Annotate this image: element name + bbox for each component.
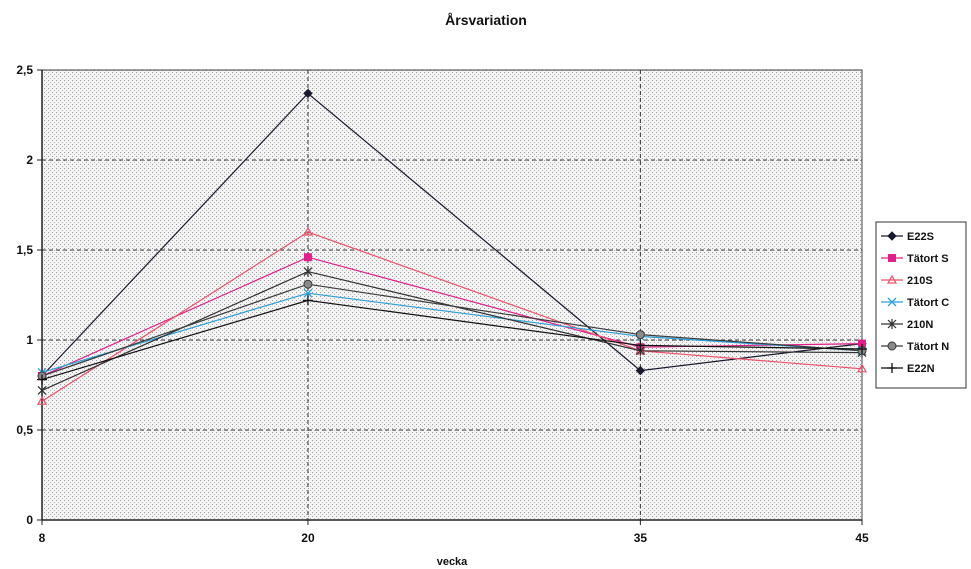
legend-box bbox=[875, 221, 967, 389]
chart-title: Årsvariation bbox=[445, 12, 527, 28]
data-point bbox=[303, 88, 313, 99]
data-point bbox=[37, 385, 47, 396]
legend-marker bbox=[887, 341, 897, 351]
y-tick-label: 2,5 bbox=[16, 63, 33, 77]
data-point bbox=[37, 374, 47, 385]
x-axis-title: vecka bbox=[437, 556, 468, 568]
grid bbox=[42, 69, 862, 520]
series-line bbox=[41, 283, 863, 377]
series-e22n bbox=[37, 295, 867, 385]
series-line bbox=[41, 299, 863, 381]
y-tick-label: 0,5 bbox=[16, 423, 33, 437]
x-tick-label: 45 bbox=[855, 531, 869, 545]
plot-area bbox=[41, 69, 863, 521]
data-point bbox=[857, 344, 867, 354]
series-line bbox=[41, 270, 863, 391]
y-tick-label: 1,5 bbox=[16, 243, 33, 257]
y-tick-label: 2 bbox=[26, 153, 33, 167]
legend-item: E22N bbox=[881, 363, 935, 375]
data-point bbox=[635, 330, 645, 340]
series-line bbox=[41, 92, 863, 377]
legend-marker bbox=[887, 319, 897, 329]
data-point bbox=[36, 395, 48, 405]
data-point bbox=[303, 266, 313, 277]
y-axis-ticks: 0 0,5 1 1,5 2 2,5 bbox=[16, 63, 42, 527]
y-tick-label: 1 bbox=[26, 333, 33, 347]
series-layer bbox=[36, 88, 868, 405]
data-point bbox=[303, 279, 313, 289]
legend-label: E22S bbox=[907, 231, 934, 243]
legend-item: 210N bbox=[881, 319, 933, 331]
legend-label: Tätort N bbox=[907, 341, 949, 353]
x-tick-label: 8 bbox=[39, 531, 46, 545]
series-210s bbox=[36, 226, 868, 405]
legend-marker bbox=[886, 274, 898, 284]
legend-label: E22N bbox=[907, 363, 935, 375]
y-tick-label: 0 bbox=[26, 513, 33, 527]
data-point bbox=[635, 365, 646, 376]
x-tick-label: 20 bbox=[301, 531, 315, 545]
data-point bbox=[858, 339, 866, 348]
legend-marker bbox=[887, 363, 897, 373]
data-point bbox=[635, 340, 646, 351]
legend-item: E22S bbox=[881, 231, 934, 243]
legend: E22S Tätort S 210S Tätort C 210N Tätort N E22N bbox=[875, 221, 967, 389]
legend-label: Tätort C bbox=[907, 297, 949, 309]
x-tick-label: 35 bbox=[634, 531, 648, 545]
series-line bbox=[41, 292, 863, 373]
legend-marker bbox=[888, 254, 896, 262]
legend-item: Tätort C bbox=[881, 297, 949, 309]
legend-label: Tätort S bbox=[907, 253, 949, 265]
legend-marker bbox=[887, 297, 897, 307]
data-point bbox=[302, 295, 313, 306]
legend-item: Tätort N bbox=[881, 341, 949, 353]
legend-item: Tätort S bbox=[881, 253, 949, 265]
legend-item: 210S bbox=[881, 274, 933, 287]
data-point bbox=[302, 226, 313, 236]
data-point bbox=[303, 253, 312, 262]
legend-label: 210N bbox=[907, 319, 933, 331]
legend-label: 210S bbox=[907, 275, 933, 287]
legend-marker bbox=[887, 231, 897, 241]
data-point bbox=[303, 288, 313, 298]
data-point bbox=[856, 363, 868, 373]
series-line bbox=[41, 231, 863, 402]
x-axis-ticks: 8 20 35 45 bbox=[39, 520, 869, 545]
